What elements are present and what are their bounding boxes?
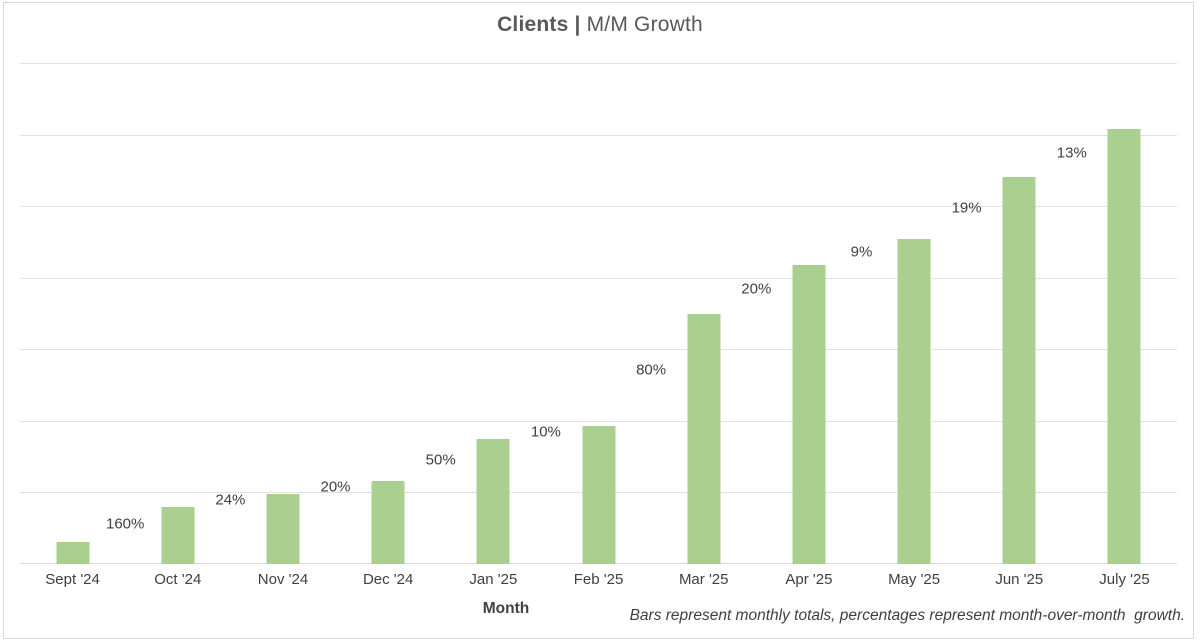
x-axis-tick-labels: Sept '24 Oct '24 Nov '24 Dec '24 Jan '25 Feb … xyxy=(20,571,1177,588)
chart-title-regular: M/M Growth xyxy=(586,13,703,36)
bar-cell xyxy=(651,63,756,564)
growth-label: 50% xyxy=(425,451,456,469)
bar xyxy=(687,313,721,564)
x-tick-label: Dec '24 xyxy=(362,571,414,588)
bar-cell xyxy=(125,63,230,564)
growth-label: 80% xyxy=(636,361,667,378)
growth-label: 20% xyxy=(320,478,351,496)
x-axis-title: Month xyxy=(482,600,530,617)
x-tick-label: Feb '25 xyxy=(573,571,624,588)
bar xyxy=(266,493,300,564)
bar-cell xyxy=(967,63,1072,564)
growth-label: 160% xyxy=(106,515,145,533)
bar xyxy=(371,480,405,564)
bar-cell xyxy=(1072,63,1177,564)
bar xyxy=(476,438,510,564)
bar xyxy=(56,542,90,564)
chart-title: Clients | M/M Growth xyxy=(0,13,1200,37)
bar-cell xyxy=(441,63,546,564)
bar xyxy=(1107,128,1141,564)
gridline xyxy=(20,278,1177,279)
bar xyxy=(792,265,826,564)
growth-label: 9% xyxy=(850,243,873,261)
bar-cell xyxy=(862,63,967,564)
x-tick-label: Sept '24 xyxy=(45,571,100,588)
growth-label: 13% xyxy=(1056,144,1087,162)
gridline xyxy=(20,349,1177,350)
footnote: Bars represent monthly totals, percentag… xyxy=(629,607,1185,624)
bar xyxy=(897,238,931,564)
bar-cell xyxy=(230,63,335,564)
gridline xyxy=(20,135,1177,136)
bar-cell xyxy=(336,63,441,564)
x-tick-label: Oct '24 xyxy=(154,571,202,588)
bar xyxy=(1002,177,1036,564)
x-tick-label: Apr '25 xyxy=(785,571,833,588)
gridline xyxy=(20,206,1177,207)
growth-label: 24% xyxy=(215,491,246,509)
x-tick-label: Jun '25 xyxy=(995,571,1044,588)
gridline xyxy=(20,63,1177,64)
bar-cell xyxy=(20,63,125,564)
x-tick-label: July '25 xyxy=(1099,571,1150,588)
plot-area: 160% 24% 20% 50% 10% 80% 20% 9% 19% 13% xyxy=(20,63,1177,564)
bar-cell xyxy=(546,63,651,564)
bar-cell xyxy=(756,63,861,564)
growth-label: 10% xyxy=(530,423,561,441)
bar xyxy=(161,506,195,564)
chart-title-bold: Clients | xyxy=(497,13,581,36)
x-tick-label: Mar '25 xyxy=(678,571,729,588)
x-tick-label: Jan '25 xyxy=(469,571,518,588)
bar xyxy=(582,425,616,564)
x-tick-label: May '25 xyxy=(888,571,941,588)
x-tick-label: Nov '24 xyxy=(257,571,309,588)
gridline xyxy=(20,421,1177,422)
bars-group xyxy=(20,63,1177,564)
growth-label: 20% xyxy=(741,280,772,298)
growth-label: 19% xyxy=(951,199,982,217)
